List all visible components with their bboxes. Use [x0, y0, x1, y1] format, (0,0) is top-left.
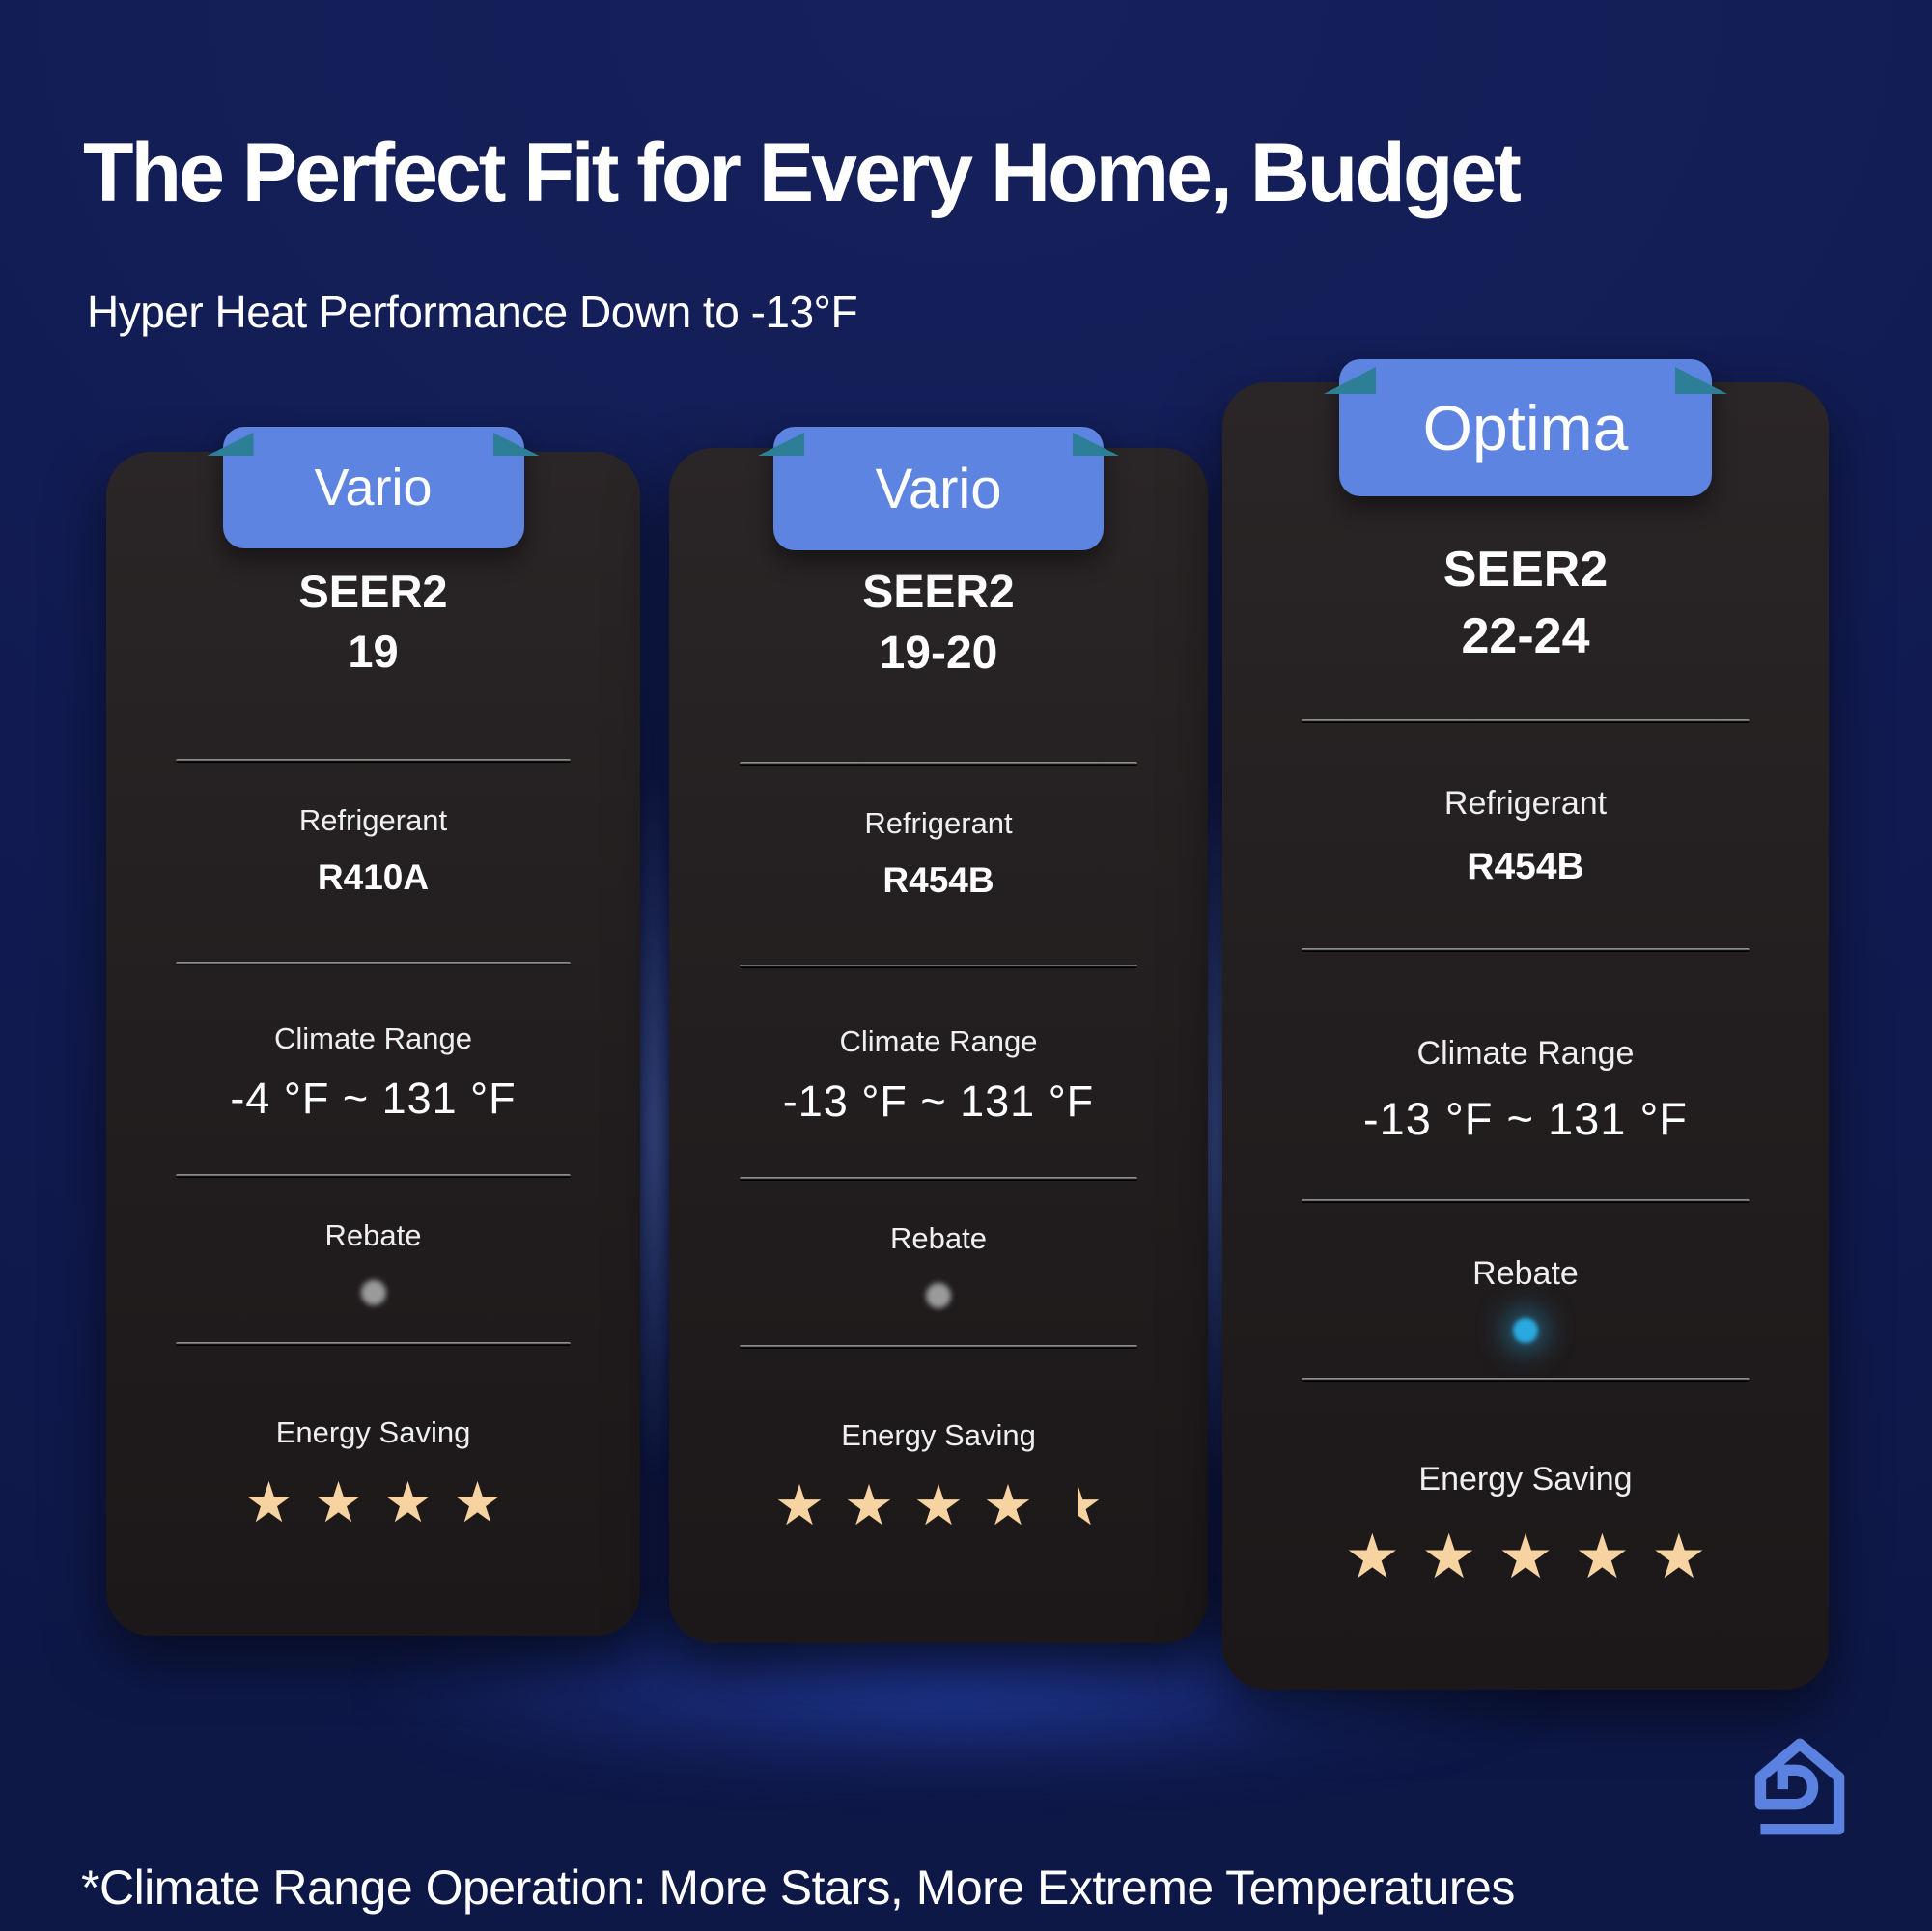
seer-value: 19-20: [879, 628, 998, 680]
refrigerant-label: Refrigerant: [864, 805, 1013, 840]
star-icon: ★: [243, 1471, 294, 1535]
energy-saving-stars: ★ ★ ★ ★: [244, 1475, 503, 1531]
star-icon: ★: [983, 1473, 1033, 1537]
energy-saving-label: Energy Saving: [275, 1415, 471, 1450]
divider: [175, 759, 572, 764]
climate-range-value: -13 °F ~ 131 °F: [782, 1076, 1095, 1126]
star-icon: ★: [1498, 1522, 1554, 1592]
divider: [739, 1344, 1138, 1349]
seer-label: SEER2: [862, 567, 1015, 618]
divider: [175, 1174, 572, 1179]
page-subtitle: Hyper Heat Performance Down to -13°F: [87, 287, 858, 338]
climate-range-label: Climate Range: [1416, 1035, 1635, 1073]
star-icon: ★: [844, 1473, 894, 1537]
refrigerant-label: Refrigerant: [1443, 785, 1608, 823]
energy-saving-label: Energy Saving: [1418, 1461, 1633, 1498]
badge-label: Vario: [875, 457, 1002, 520]
divider: [739, 964, 1138, 968]
divider: [1301, 948, 1750, 953]
seer-value: 19: [348, 626, 399, 678]
seer-label: SEER2: [298, 566, 448, 617]
refrigerant-value: R454B: [1467, 846, 1584, 888]
star-icon: ★: [913, 1473, 964, 1537]
star-icon: ★: [382, 1471, 434, 1535]
rebate-dot: [360, 1280, 386, 1306]
seer-value: 22-24: [1461, 607, 1590, 664]
climate-range-value: -13 °F ~ 131 °F: [1362, 1093, 1689, 1145]
product-badge: Vario: [773, 427, 1104, 550]
divider: [175, 962, 572, 966]
product-badge: Optima: [1339, 359, 1712, 496]
climate-range-label: Climate Range: [839, 1023, 1038, 1058]
divider: [739, 1176, 1138, 1181]
climate-range-value: -4 °F ~ 131 °F: [230, 1074, 517, 1124]
rebate-label: Rebate: [324, 1218, 422, 1253]
star-icon: ★: [1344, 1522, 1400, 1592]
product-card-optima-22-24: Optima SEER2 22-24 Refrigerant R454B Cli…: [1222, 359, 1829, 1690]
rebate-label: Rebate: [890, 1220, 987, 1255]
badge-label: Optima: [1422, 392, 1629, 463]
seer-label: SEER2: [1442, 542, 1609, 598]
divider: [175, 1342, 572, 1347]
refrigerant-value: R454B: [882, 859, 994, 900]
badge-label: Vario: [314, 459, 433, 517]
climate-range-footnote: *Climate Range Operation: More Stars, Mo…: [81, 1861, 1515, 1915]
product-badge: Vario: [222, 427, 524, 548]
product-card-vario-19-20: Vario SEER2 19-20 Refrigerant R454B Clim…: [669, 427, 1208, 1643]
star-icon: ★: [313, 1471, 364, 1535]
page-title: The Perfect Fit for Every Home, Budget: [83, 126, 1522, 219]
star-icon: ★: [774, 1473, 825, 1537]
seer-heading: SEER2 19: [298, 562, 447, 682]
half-star-icon: ★: [1052, 1473, 1103, 1537]
energy-saving-label: Energy Saving: [841, 1417, 1036, 1452]
rebate-dot: [926, 1282, 951, 1308]
house-d-logo-icon: [1754, 1738, 1845, 1835]
divider: [1301, 719, 1750, 724]
divider: [739, 761, 1138, 766]
energy-saving-stars: ★ ★ ★ ★ ★: [1345, 1525, 1707, 1587]
rebate-dot: [1513, 1318, 1538, 1344]
rebate-label: Rebate: [1472, 1255, 1579, 1293]
climate-range-label: Climate Range: [273, 1021, 473, 1056]
energy-saving-stars: ★ ★ ★ ★ ★: [774, 1473, 1103, 1537]
divider: [1301, 1199, 1750, 1204]
star-icon: ★: [1651, 1522, 1707, 1592]
star-icon: ★: [452, 1471, 503, 1535]
product-card-vario-19: Vario SEER2 19 Refrigerant R410A Climate…: [106, 427, 640, 1636]
seer-heading: SEER2 19-20: [862, 562, 1014, 685]
star-icon: ★: [1420, 1522, 1477, 1592]
refrigerant-value: R410A: [317, 857, 430, 898]
refrigerant-label: Refrigerant: [298, 803, 448, 838]
divider: [1301, 1378, 1750, 1383]
star-icon: ★: [1574, 1522, 1631, 1592]
seer-heading: SEER2 22-24: [1443, 537, 1609, 669]
